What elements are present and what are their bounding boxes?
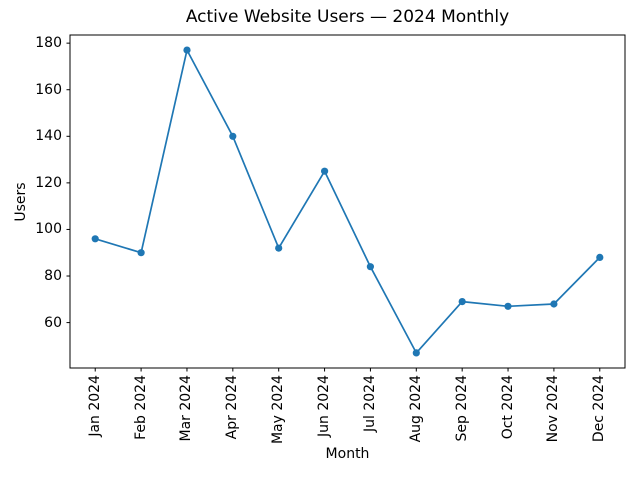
x-tick-label: Jul 2024 bbox=[361, 375, 378, 432]
x-axis-label: Month bbox=[325, 446, 370, 462]
x-tick-label: Feb 2024 bbox=[132, 375, 149, 440]
y-tick-label: 160 bbox=[35, 81, 62, 98]
x-tick-label: Jun 2024 bbox=[316, 375, 333, 437]
x-tick-label: Oct 2024 bbox=[499, 375, 516, 440]
y-tick-label: 140 bbox=[35, 128, 62, 145]
x-tick-label: Nov 2024 bbox=[545, 375, 562, 443]
y-tick-label: 180 bbox=[35, 35, 62, 52]
data-point-marker bbox=[321, 167, 329, 175]
chart-title: Active Website Users — 2024 Monthly bbox=[185, 7, 510, 27]
y-tick-label: 120 bbox=[35, 174, 62, 191]
data-point-marker bbox=[366, 263, 374, 271]
data-point-marker bbox=[412, 349, 420, 357]
data-point-marker bbox=[504, 302, 512, 310]
data-point-marker bbox=[229, 132, 237, 140]
data-point-marker bbox=[91, 235, 99, 243]
y-tick-label: 60 bbox=[44, 314, 62, 331]
y-tick-label: 80 bbox=[44, 268, 62, 285]
x-tick-label: Sep 2024 bbox=[453, 375, 470, 442]
x-tick-label: Jan 2024 bbox=[86, 375, 103, 437]
data-point-marker bbox=[275, 244, 283, 252]
x-tick-label: Apr 2024 bbox=[224, 375, 241, 440]
x-tick-label: Dec 2024 bbox=[591, 375, 608, 443]
data-point-marker bbox=[550, 300, 558, 308]
x-tick-label: Aug 2024 bbox=[407, 375, 424, 443]
data-series-line bbox=[94, 49, 601, 354]
data-point-marker bbox=[183, 46, 191, 54]
data-point-marker bbox=[137, 249, 145, 257]
x-tick-label: Mar 2024 bbox=[178, 375, 195, 442]
axes-spines bbox=[69, 34, 626, 369]
data-point-marker bbox=[458, 298, 466, 306]
y-tick-label: 100 bbox=[35, 221, 62, 238]
x-tick-label: May 2024 bbox=[270, 375, 287, 445]
data-point-marker bbox=[596, 253, 604, 261]
